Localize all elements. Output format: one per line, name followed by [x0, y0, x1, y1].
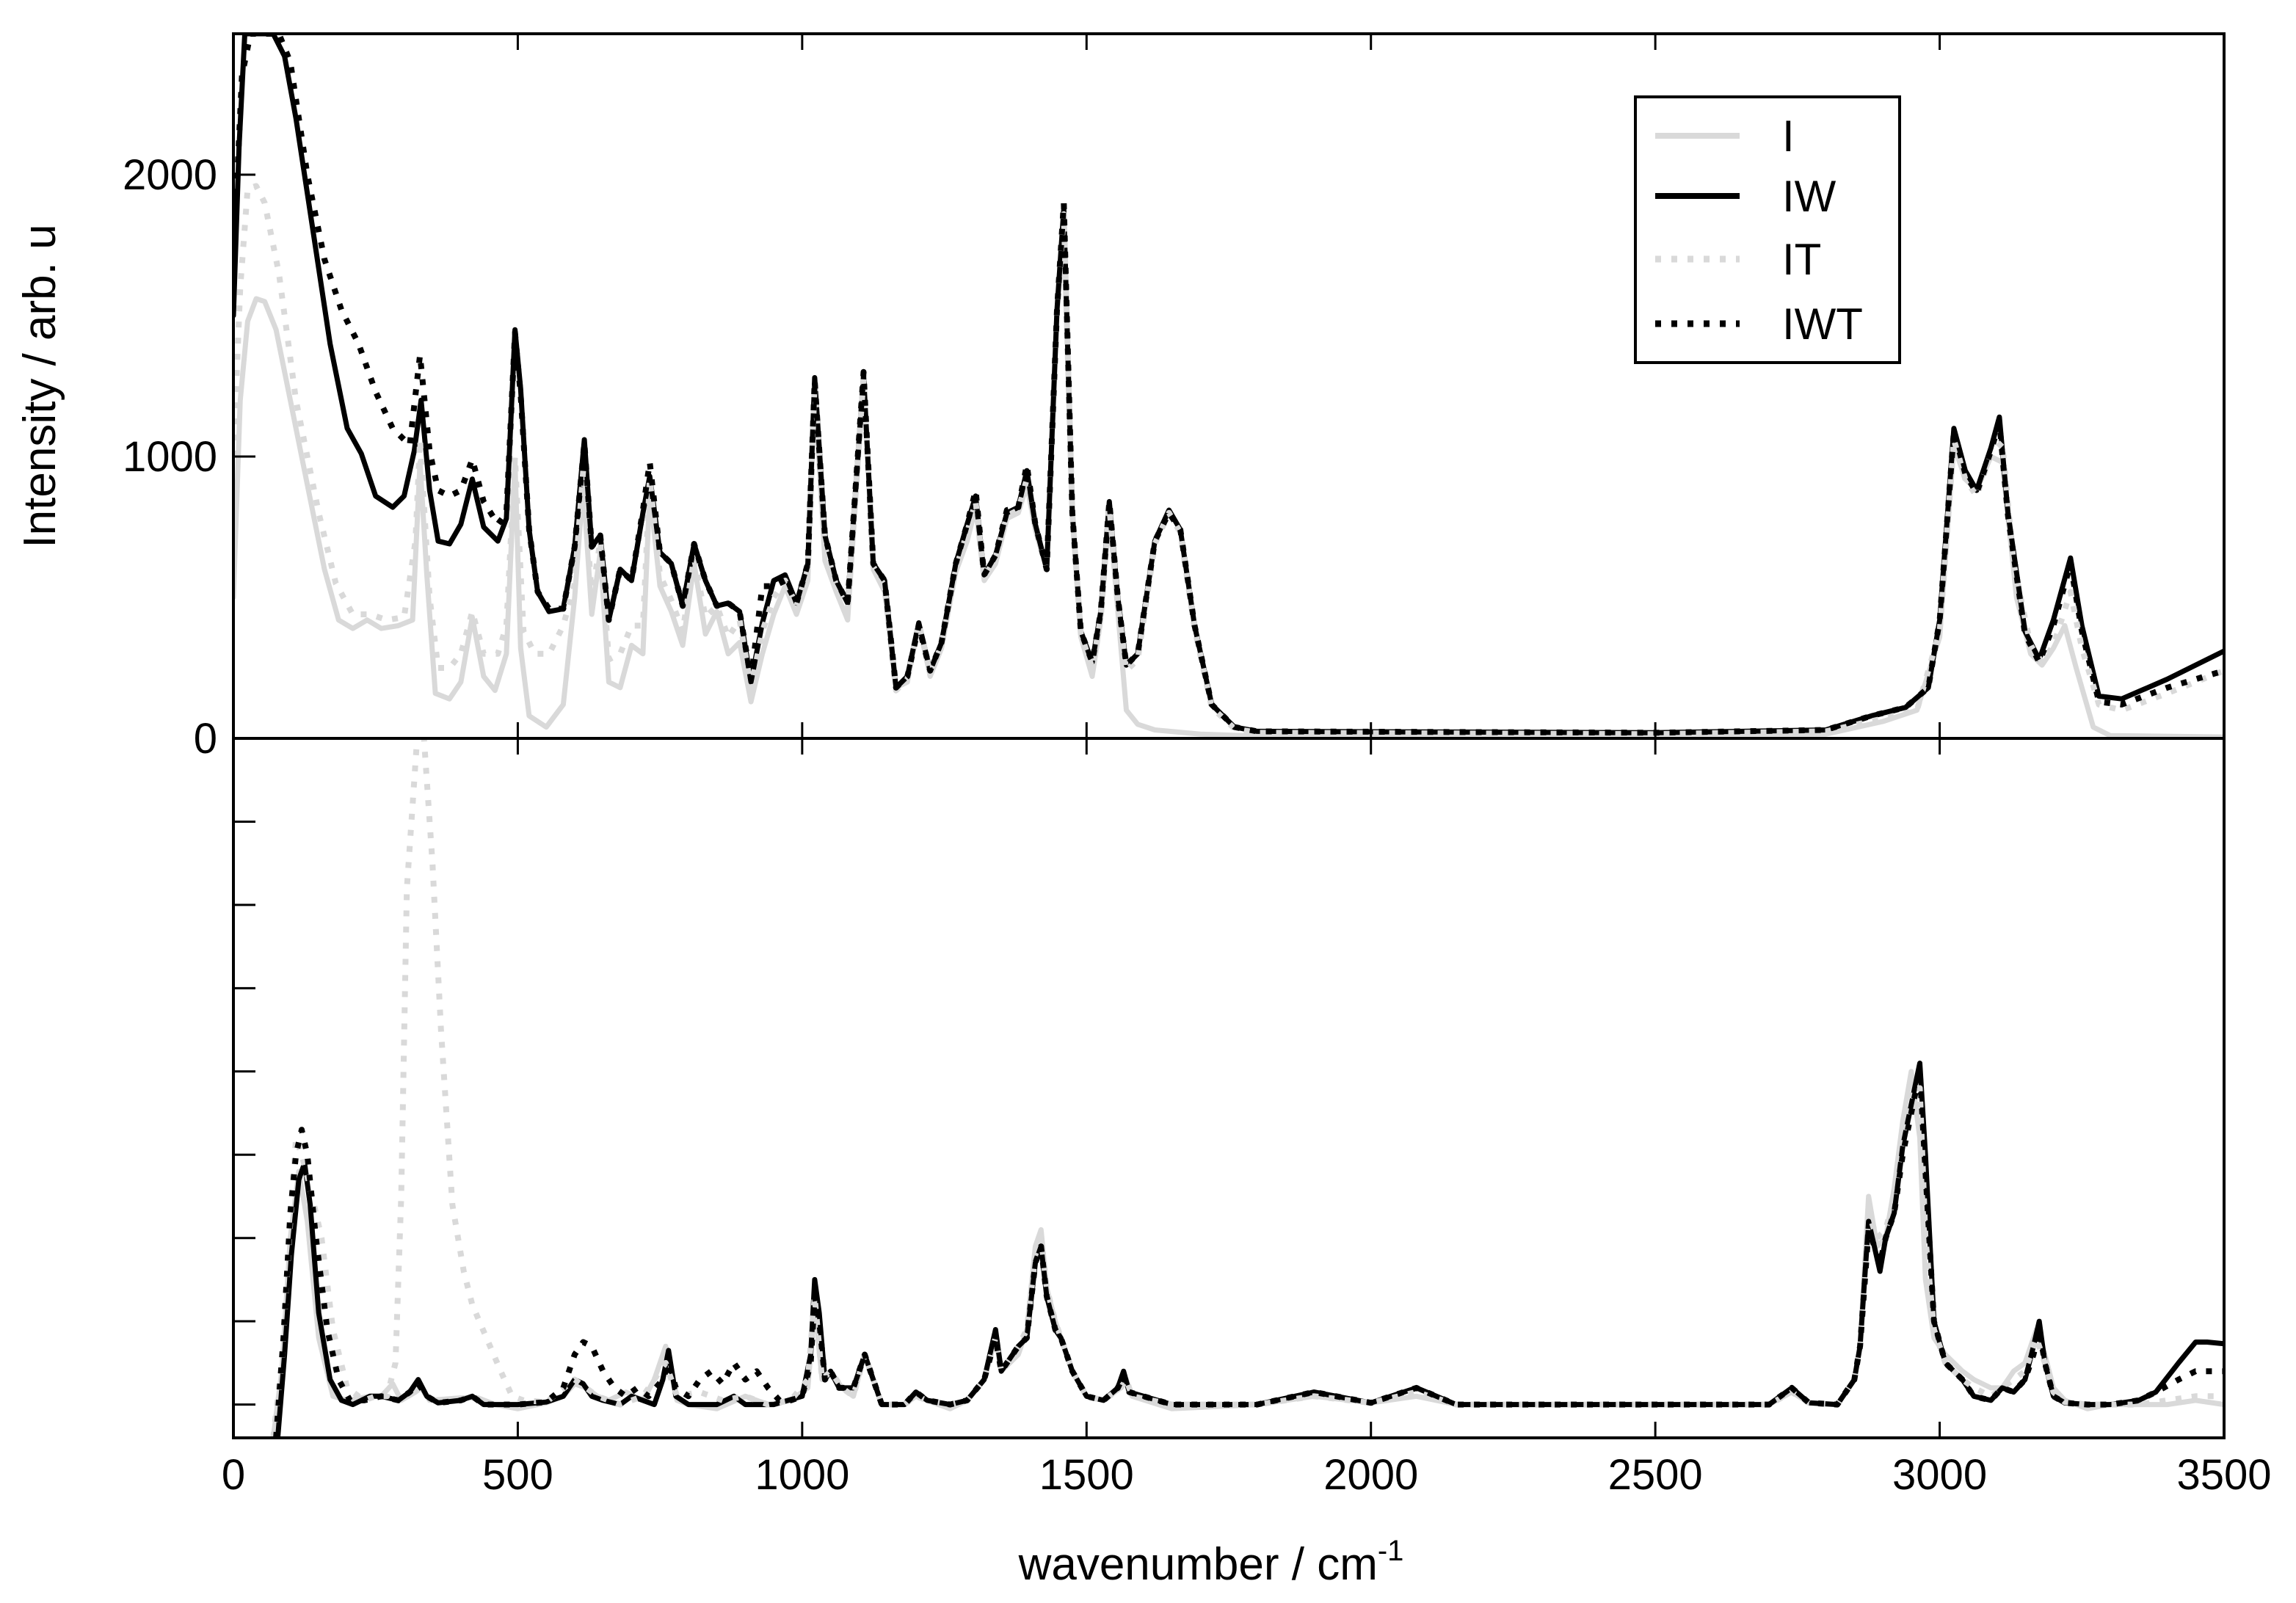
top-panel-series — [233, 34, 2224, 738]
top-series-iw — [233, 34, 2224, 735]
y-tick-label-0: 0 — [194, 715, 217, 763]
legend-box — [1634, 95, 1901, 364]
bottom-series-iw — [275, 1061, 2224, 1438]
x-tick-label-3500: 3500 — [2176, 1451, 2271, 1499]
bottom-series-it — [270, 738, 2224, 1438]
x-tick-label-1000: 1000 — [755, 1451, 849, 1499]
tick-labels: 0 1000 2000 0 500 1000 1500 2000 2500 3000 3500 — [123, 151, 2272, 1499]
legend-label-i: I — [1782, 112, 1795, 161]
legend-label-iw: IW — [1782, 172, 1837, 221]
top-series-i — [233, 217, 2224, 738]
x-tick-label-2000: 2000 — [1323, 1451, 1418, 1499]
legend-label-it: IT — [1782, 235, 1821, 284]
x-tick-label-2500: 2500 — [1608, 1451, 1703, 1499]
top-series-iwt — [233, 34, 2224, 736]
top-series-it — [233, 183, 2224, 738]
y-axis-title: Intensity / arb. u — [15, 224, 65, 548]
y-tick-label-2000: 2000 — [123, 151, 217, 199]
x-axis-title-text: wavenumber / cm — [1018, 1539, 1378, 1590]
x-tick-label-500: 500 — [482, 1451, 553, 1499]
legend: I IW IT IWT — [1634, 95, 1901, 364]
y-tick-label-1000: 1000 — [123, 433, 217, 481]
bottom-panel-frame — [232, 737, 2226, 1439]
x-tick-label-1500: 1500 — [1039, 1451, 1134, 1499]
top-panel-frame — [232, 32, 2226, 740]
legend-label-iwt: IWT — [1782, 299, 1863, 349]
bottom-series-iwt — [273, 1068, 2224, 1438]
x-tick-label-0: 0 — [222, 1451, 245, 1499]
bottom-panel-series — [270, 738, 2224, 1438]
x-axis-title-superscript: -1 — [1378, 1535, 1404, 1567]
x-axis-title: wavenumber / cm-1 — [1018, 1535, 1404, 1590]
x-tick-label-3000: 3000 — [1892, 1451, 1987, 1499]
